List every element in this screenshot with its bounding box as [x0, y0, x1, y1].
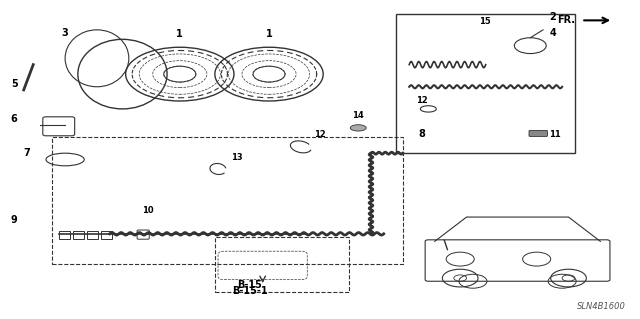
- Text: 5: 5: [11, 79, 17, 89]
- FancyBboxPatch shape: [529, 130, 547, 137]
- Ellipse shape: [350, 125, 366, 131]
- Bar: [100, 231, 112, 239]
- Text: 13: 13: [231, 152, 243, 161]
- Text: 2: 2: [549, 12, 556, 22]
- Text: 14: 14: [353, 111, 364, 120]
- Text: 3: 3: [61, 28, 68, 38]
- Text: 6: 6: [11, 114, 17, 123]
- Bar: [87, 231, 99, 239]
- Text: 4: 4: [549, 28, 556, 38]
- Text: FR.: FR.: [557, 15, 575, 26]
- Text: 8: 8: [419, 130, 426, 139]
- Text: B-15: B-15: [237, 279, 262, 290]
- Text: SLN4B1600: SLN4B1600: [577, 302, 626, 311]
- Text: 1: 1: [177, 29, 183, 39]
- Text: 11: 11: [549, 130, 561, 139]
- Text: 12: 12: [415, 96, 428, 105]
- Text: B-15-1: B-15-1: [232, 286, 268, 296]
- Text: 15: 15: [479, 17, 491, 26]
- Text: 7: 7: [24, 148, 30, 158]
- Text: 12: 12: [314, 130, 325, 139]
- Bar: [73, 231, 84, 239]
- Text: 10: 10: [142, 206, 154, 215]
- Text: 1: 1: [266, 29, 273, 39]
- Bar: [59, 231, 70, 239]
- Text: 9: 9: [11, 215, 17, 225]
